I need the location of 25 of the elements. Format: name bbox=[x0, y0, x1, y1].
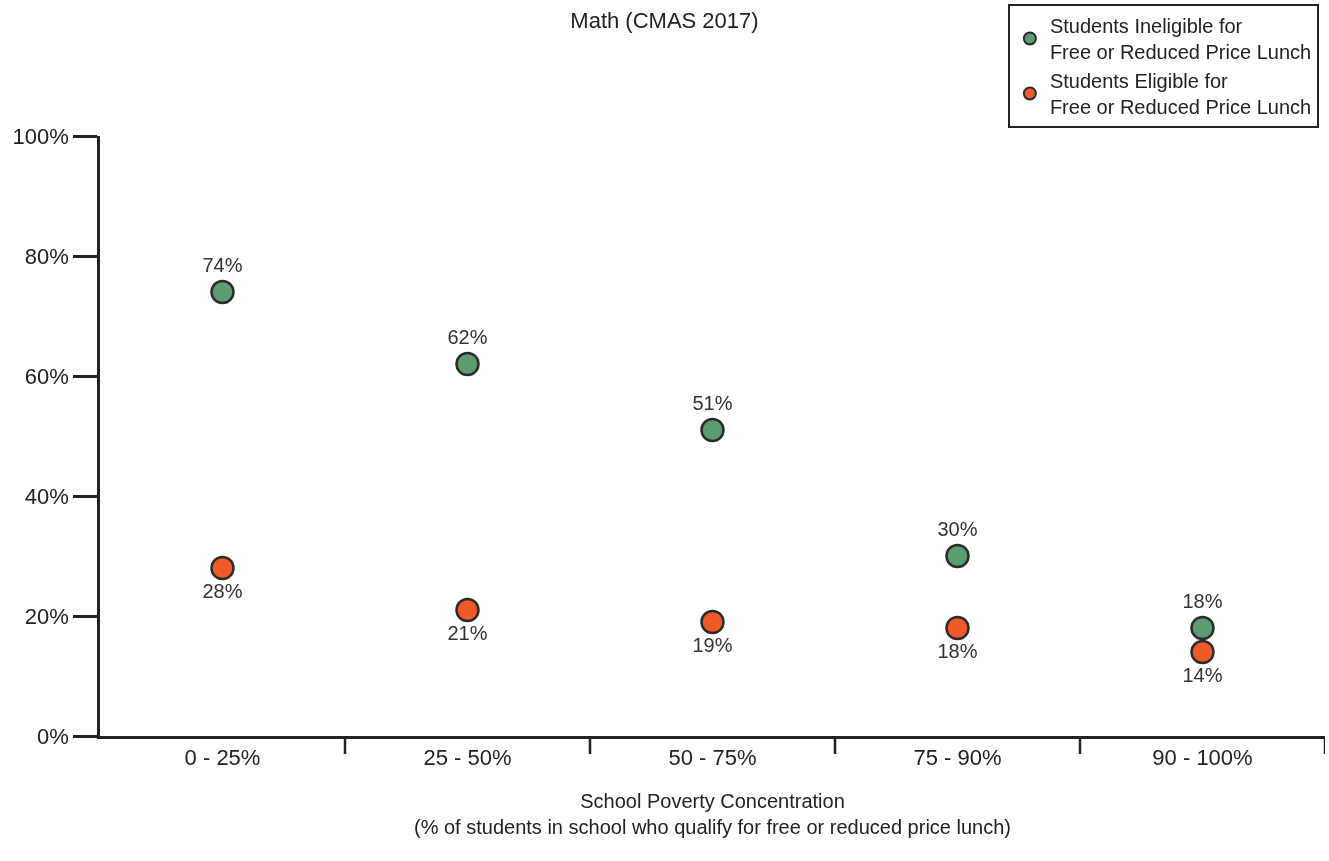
data-label: 18% bbox=[937, 639, 978, 662]
chart-title: Math (CMAS 2017) bbox=[570, 8, 759, 34]
data-label: 28% bbox=[202, 579, 243, 602]
data-label: 51% bbox=[692, 392, 733, 415]
x-tick-label: 90 - 100% bbox=[1152, 745, 1253, 771]
legend-label: Students Ineligible for Free or Reduced Price Lunch bbox=[1049, 15, 1312, 64]
x-tick-label: 75 - 90% bbox=[913, 745, 1002, 771]
y-tick-label: 40% bbox=[24, 483, 69, 509]
legend-label: Students Eligible for Free or Reduced Price Lunch bbox=[1049, 70, 1312, 119]
data-label: 18% bbox=[1182, 590, 1223, 613]
y-tick-label: 100% bbox=[12, 123, 69, 149]
data-label: 21% bbox=[447, 621, 488, 644]
y-tick-label: 80% bbox=[24, 243, 69, 269]
data-label: 19% bbox=[692, 633, 733, 656]
data-label: 62% bbox=[447, 326, 488, 349]
data-label: 30% bbox=[937, 518, 978, 541]
y-tick-label: 0% bbox=[37, 723, 69, 749]
x-tick-label: 25 - 50% bbox=[423, 745, 512, 771]
y-tick-label: 60% bbox=[24, 363, 69, 389]
x-axis-title: School Poverty Concentration (% of students in school who qualify for free or reduced price lunch) bbox=[414, 789, 1011, 838]
data-label: 14% bbox=[1182, 663, 1223, 686]
x-tick-label: 50 - 75% bbox=[668, 745, 757, 771]
x-tick-label: 0 - 25% bbox=[184, 745, 261, 771]
data-label: 74% bbox=[202, 254, 243, 277]
y-tick-label: 20% bbox=[24, 603, 69, 629]
